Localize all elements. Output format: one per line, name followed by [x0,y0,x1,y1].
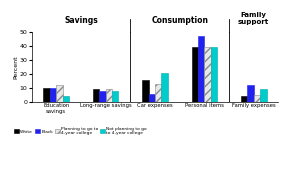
Bar [191,47,198,102]
Text: Family
support: Family support [238,12,269,25]
Bar [50,88,56,102]
Bar [241,96,247,102]
Text: Consumption: Consumption [151,16,208,25]
Bar [93,89,99,102]
Bar [99,91,106,102]
Bar [149,94,155,102]
Legend: White, Black, Planning to go to
4-year college, Not planning to go
to 4-year col: White, Black, Planning to go to 4-year c… [14,127,147,135]
Text: Savings: Savings [64,16,98,25]
Bar [198,36,204,102]
Bar [112,91,119,102]
Bar [106,89,112,102]
Bar [142,80,149,102]
Bar [56,85,63,102]
Bar [204,47,211,102]
Bar [211,47,217,102]
Bar [161,73,168,102]
Bar [43,88,50,102]
Y-axis label: Percent: Percent [13,55,18,79]
Bar [260,89,267,102]
Bar [254,95,260,102]
Bar [247,85,254,102]
Bar [155,84,161,102]
Bar [63,96,69,102]
